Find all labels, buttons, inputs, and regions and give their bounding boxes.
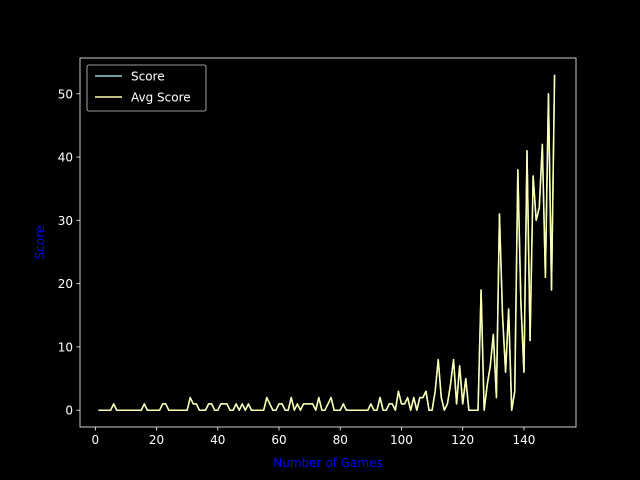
x-tick-label: 60 (271, 433, 286, 447)
x-tick-label: 80 (333, 433, 348, 447)
axes-frame (79, 57, 577, 428)
y-tick-label: 40 (58, 151, 73, 165)
legend-score-label: Score (131, 70, 165, 84)
plot-area (98, 74, 556, 411)
legend-avg-score-label: Avg Score (131, 91, 191, 105)
y-tick-label: 20 (58, 277, 73, 291)
x-tick-label: 140 (512, 433, 535, 447)
x-tick-label: 100 (390, 433, 413, 447)
x-tick-label: 40 (210, 433, 225, 447)
y-tick-label: 10 (58, 340, 73, 354)
y-axis-ticks: 0 10 20 30 40 50 (58, 87, 80, 418)
x-tick-label: 120 (451, 433, 474, 447)
x-tick-label: 20 (149, 433, 164, 447)
y-tick-label: 30 (58, 214, 73, 228)
y-axis-label: Score (33, 226, 47, 260)
y-tick-label: 0 (65, 404, 73, 418)
x-axis-ticks: 0 20 40 60 80 100 120 140 (91, 427, 535, 447)
x-tick-label: 0 (91, 433, 99, 447)
legend: Score Avg Score (86, 64, 207, 112)
series-line-avg-score (98, 74, 556, 411)
x-axis-label: Number of Games (273, 456, 382, 470)
y-tick-label: 50 (58, 87, 73, 101)
